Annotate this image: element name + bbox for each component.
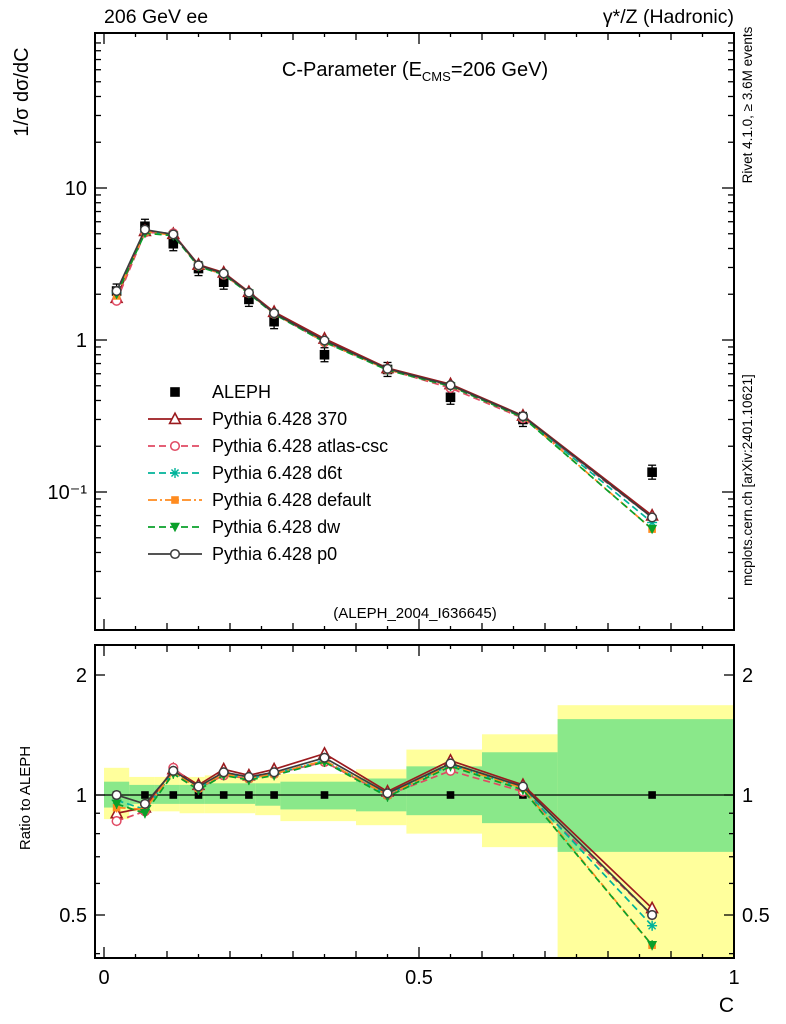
chart-root: 10 1 10⁻¹ 2 2 1 1 0.5 0.5 0 0.5 1 ALEPH Pythia 6.428 …	[48, 32, 770, 989]
legend-item-default: Pythia 6.428 default	[148, 490, 371, 510]
legend-label-dw: Pythia 6.428 dw	[212, 517, 341, 537]
legend-label-d6t: Pythia 6.428 d6t	[212, 463, 342, 483]
ratio-ytick-label-right: 1	[742, 785, 753, 807]
process-header: γ*/Z (Hadronic)	[603, 6, 734, 28]
legend-label-p0: Pythia 6.428 p0	[212, 544, 337, 564]
ratio-ytick-label-left: 2	[76, 665, 87, 687]
xtick-label: 1	[728, 967, 739, 989]
legend-item-dw: Pythia 6.428 dw	[148, 517, 341, 537]
main-series-default	[112, 228, 656, 533]
ratio-ytick-label-right: 0.5	[742, 905, 770, 927]
legend-item-d6t: Pythia 6.428 d6t	[148, 463, 342, 483]
main-ytick-label: 10⁻¹	[48, 482, 88, 504]
legend-item-p0: Pythia 6.428 p0	[148, 544, 337, 564]
main-series	[109, 218, 659, 535]
xtick-label: 0.5	[405, 967, 433, 989]
axis-tick-labels: 10 1 10⁻¹ 2 2 1 1 0.5 0.5 0 0.5 1	[48, 178, 770, 989]
legend-item-py370: Pythia 6.428 370	[148, 409, 347, 429]
main-ytick-label: 10	[65, 178, 87, 200]
legend-label-atlas-csc: Pythia 6.428 atlas-csc	[212, 436, 388, 456]
mcplots-arxiv-note: mcplots.cern.ch [arXiv:2401.10621]	[740, 374, 755, 586]
plot-title: C-Parameter (ECMS=206 GeV)	[282, 59, 548, 84]
ratio-ytick-label-right: 2	[742, 665, 753, 687]
legend-item-atlas-csc: Pythia 6.428 atlas-csc	[148, 436, 388, 456]
legend-label-default: Pythia 6.428 default	[212, 490, 371, 510]
rivet-version-note: Rivet 4.1.0, ≥ 3.6M events	[740, 26, 755, 183]
ratio-ytick-label-left: 0.5	[59, 905, 87, 927]
ratio-ytick-label-left: 1	[76, 785, 87, 807]
main-yaxis-title: 1/σ dσ/dC	[11, 47, 33, 136]
legend-label-py370: Pythia 6.428 370	[212, 409, 347, 429]
ratio-uncertainty-bands	[104, 705, 734, 958]
legend-label-aleph: ALEPH	[212, 382, 271, 402]
main-ytick-label: 1	[76, 330, 87, 352]
analysis-watermark: (ALEPH_2004_I636645)	[333, 605, 496, 622]
main-panel-frame	[94, 32, 735, 631]
xtick-label: 0	[98, 967, 109, 989]
main-series-dw	[111, 229, 658, 535]
main-series-d6t	[111, 226, 658, 528]
green-band	[406, 766, 482, 816]
legend-item-aleph: ALEPH	[170, 382, 271, 402]
legend: ALEPH Pythia 6.428 370 Pythia 6.428 atlas-…	[148, 382, 388, 564]
green-band	[557, 719, 734, 852]
ratio-yaxis-title: Ratio to ALEPH	[17, 746, 34, 850]
xaxis-title: C	[719, 994, 734, 1017]
ratio-panel-frame	[94, 644, 735, 959]
ratio-series-p0	[111, 752, 658, 921]
main-series-p0	[111, 224, 658, 523]
beam-energy-header: 206 GeV ee	[104, 6, 208, 28]
ratio-series	[109, 746, 659, 951]
